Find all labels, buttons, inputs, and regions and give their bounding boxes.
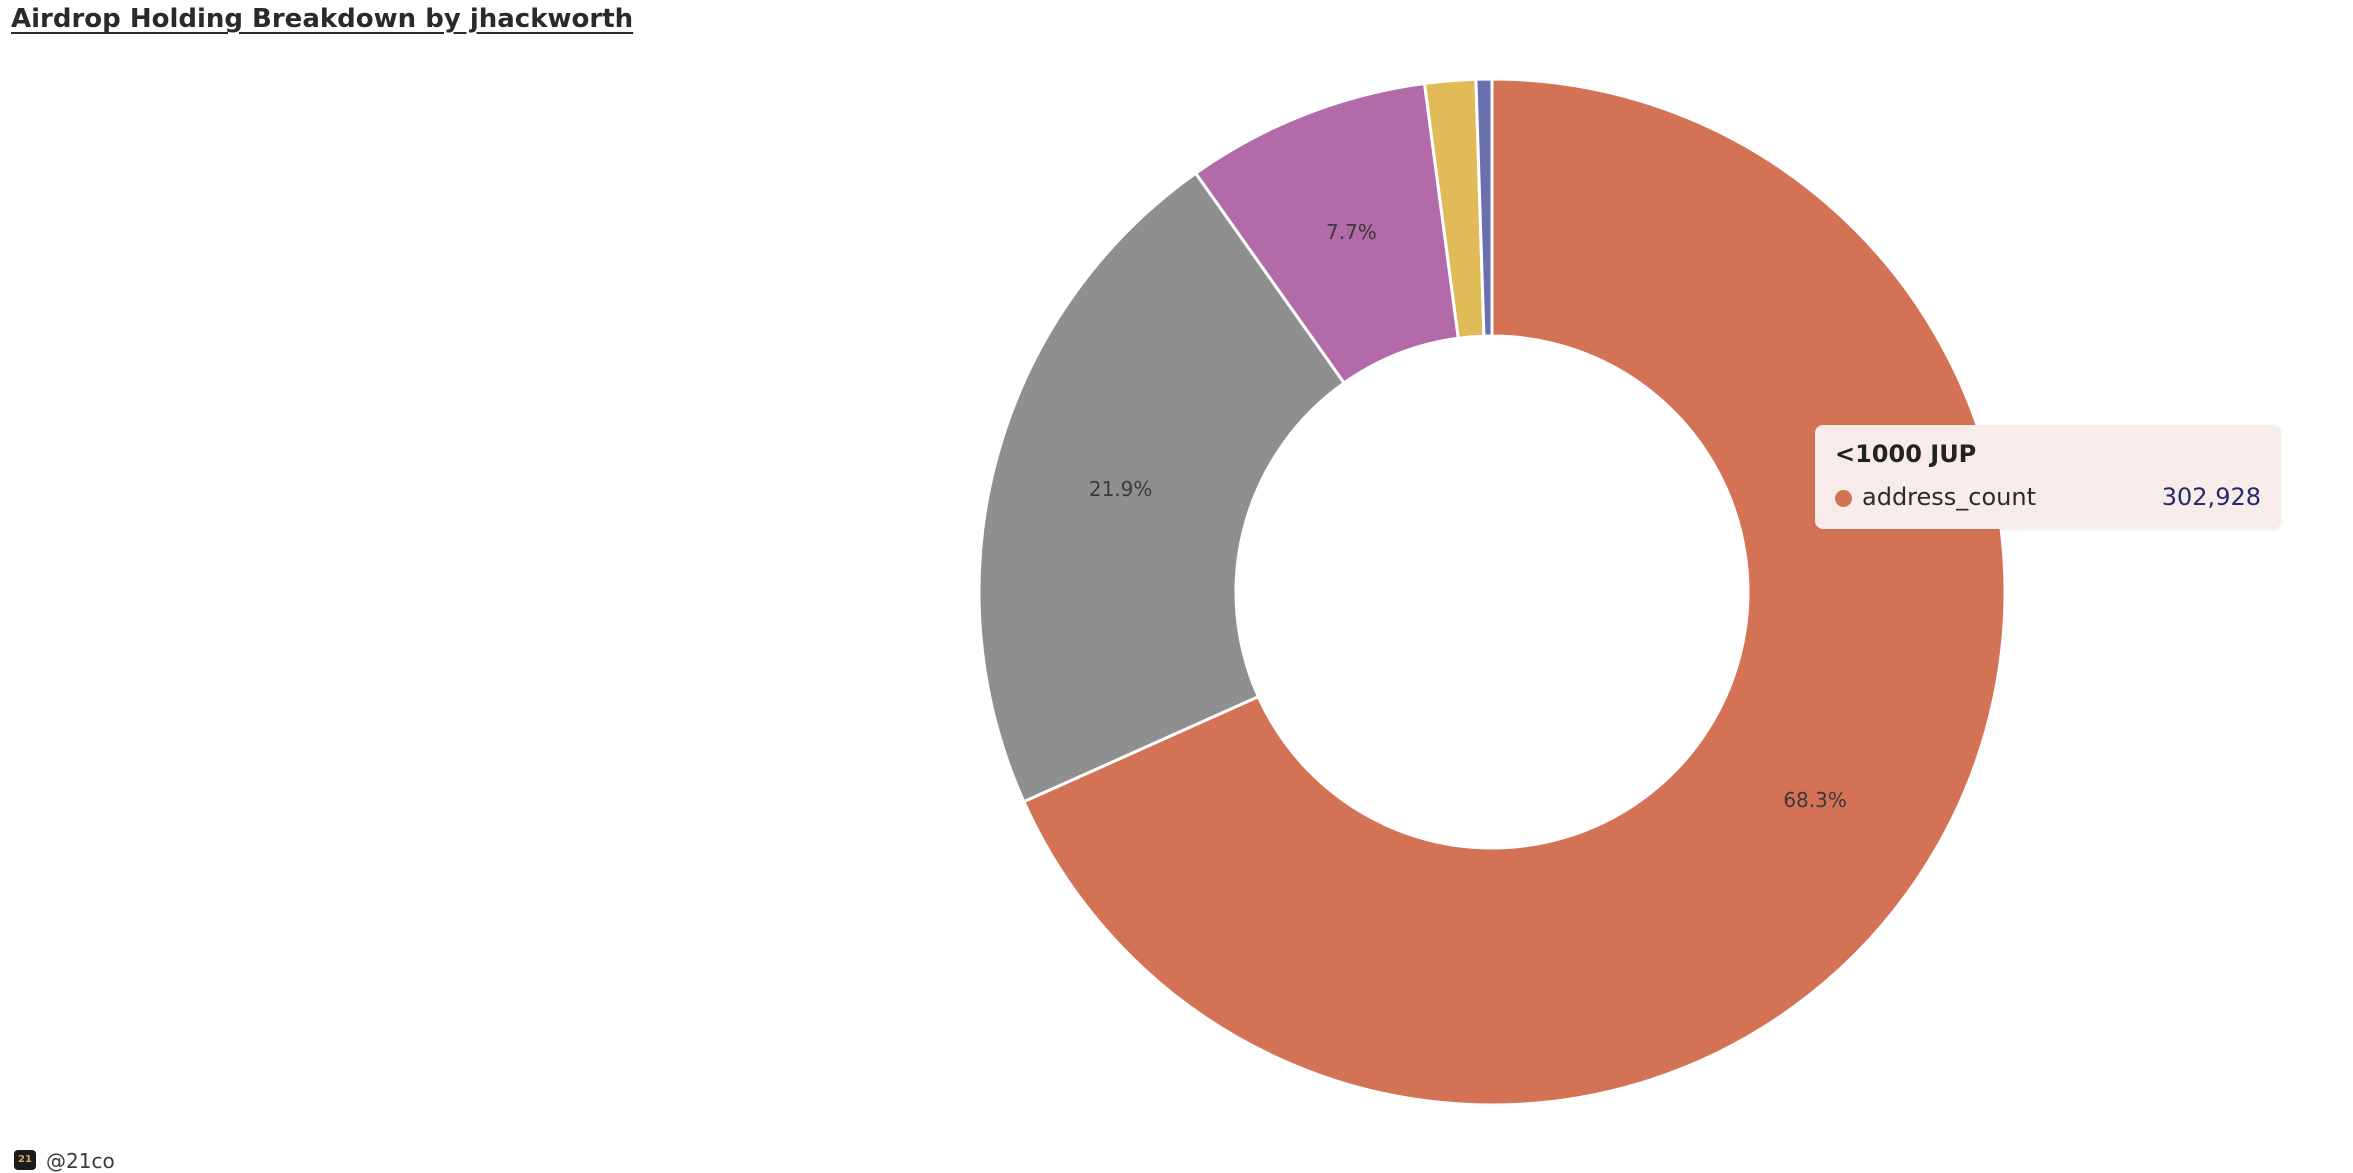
tooltip-series-name: address_count	[1862, 483, 2036, 511]
slice-percent-label: 68.3%	[1783, 788, 1847, 812]
series-dot-icon	[1835, 490, 1852, 507]
tooltip-row: address_count 302,928	[1835, 483, 2261, 515]
chart-tooltip: <1000 JUP address_count 302,928	[1815, 425, 2281, 529]
chart-title[interactable]: Airdrop Holding Breakdown by jhackworth	[11, 4, 634, 34]
author-handle[interactable]: @21co	[46, 1149, 115, 1173]
slice-percent-label: 7.7%	[1326, 220, 1377, 244]
donut-slice-2[interactable]	[977, 171, 1347, 804]
tooltip-category: <1000 JUP	[1835, 440, 1977, 468]
donut-slice-1[interactable]	[1021, 77, 2007, 1107]
donut-slice-5[interactable]	[1474, 77, 1494, 338]
slice-percent-label: 21.9%	[1089, 477, 1153, 501]
logo-icon: 21	[14, 1150, 36, 1170]
tooltip-value: 302,928	[2161, 483, 2261, 511]
